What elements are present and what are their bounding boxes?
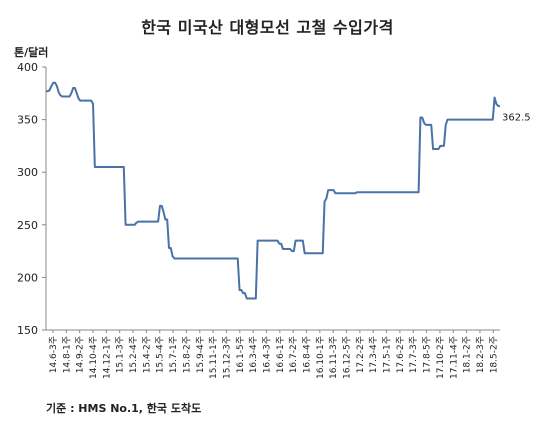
- x-tick-label: 16.8-4주: [302, 336, 313, 373]
- x-tick-label: 15.4-2주: [141, 336, 152, 373]
- x-tick-label: 17.2-2주: [355, 336, 366, 373]
- x-tick-label: 17.11-4주: [448, 336, 459, 379]
- y-tick-label: 300: [17, 166, 38, 179]
- x-tick-label: 16.12-5주: [342, 336, 353, 379]
- x-tick-label: 14.6-3주: [48, 336, 59, 373]
- y-tick-label: 200: [17, 271, 38, 284]
- x-tick-label: 14.9-2주: [75, 336, 86, 373]
- x-tick-label: 18.5-2주: [488, 336, 499, 373]
- x-tick-labels: 14.6-3주 14.8-1주 14.9-2주 14.10-4주 14.12-1주 15.…: [48, 330, 499, 379]
- x-tick-label: 14.10-4주: [88, 336, 99, 379]
- x-tick-label: 16.1-5주: [235, 336, 246, 373]
- x-tick-label: 15.9-4주: [195, 336, 206, 373]
- x-tick-label: 15.8-2주: [181, 336, 192, 373]
- data-labels: 362.5: [502, 112, 531, 123]
- x-tick-label: 16.3-4주: [248, 336, 259, 373]
- x-tick-label: 15.5-4주: [155, 336, 166, 373]
- x-tick-label: 15.2-4주: [128, 336, 139, 373]
- x-tick-label: 17.7-3주: [408, 336, 419, 373]
- x-tick-label: 17.6-2주: [395, 336, 406, 373]
- x-tick-label: 16.11-3주: [328, 336, 339, 379]
- x-tick-label: 14.8-1주: [61, 336, 72, 373]
- x-tick-label: 16.6-1주: [275, 336, 286, 373]
- x-tick-label: 15.11-1주: [208, 336, 219, 379]
- end-value-label: 362.5: [502, 112, 531, 123]
- x-tick-label: 14.12-1주: [101, 336, 112, 379]
- x-tick-label: 17.3-4주: [368, 336, 379, 373]
- x-tick-label: 17.8-5주: [422, 336, 433, 373]
- x-tick-label: 17.10-2주: [435, 336, 446, 379]
- x-tick-label: 18.1-2주: [462, 336, 473, 373]
- y-tick-label: 150: [17, 324, 38, 337]
- axes: [45, 67, 500, 331]
- y-tick-labels: 150 200 250 300 350 400: [17, 61, 46, 337]
- x-tick-label: 16.7-2주: [288, 336, 299, 373]
- y-tick-label: 400: [17, 61, 38, 74]
- x-tick-label: 15.12-3주: [221, 336, 232, 379]
- series-layer: [46, 81, 501, 300]
- x-tick-label: 15.7-1주: [168, 336, 179, 373]
- x-tick-label: 18.2-3주: [475, 336, 486, 373]
- y-axis-unit-label: 톤/달러: [14, 46, 49, 59]
- x-tick-label: 17.5-1주: [382, 336, 393, 373]
- y-tick-label: 350: [17, 114, 38, 127]
- x-tick-label: 16.10-1주: [315, 336, 326, 379]
- chart-title: 한국 미국산 대형모선 고철 수입가격: [141, 18, 394, 37]
- series-line: [46, 81, 501, 300]
- x-tick-label: 16.4-3주: [261, 336, 272, 373]
- x-tick-label: 15.1-3주: [115, 336, 126, 373]
- y-tick-label: 250: [17, 219, 38, 232]
- source-note: 기준 : HMS No.1, 한국 도착도: [46, 402, 202, 415]
